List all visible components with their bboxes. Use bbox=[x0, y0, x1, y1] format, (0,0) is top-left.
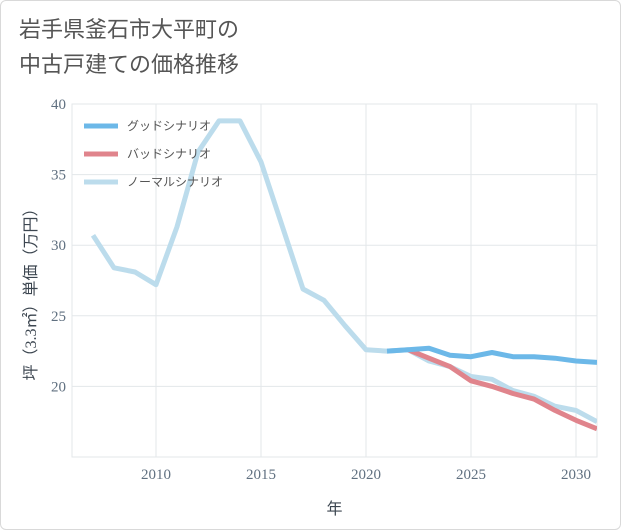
legend-label-good: グッドシナリオ bbox=[127, 119, 211, 133]
y-axis-label: 坪（3.3㎡）単価（万円） bbox=[22, 200, 40, 380]
chart-title-line2: 中古戸建ての価格推移 bbox=[19, 53, 240, 78]
legend-label-normal: ノーマルシナリオ bbox=[127, 175, 223, 189]
x-tick-label: 2030 bbox=[561, 467, 591, 483]
x-tick-label: 2015 bbox=[246, 467, 276, 483]
y-tick-label: 40 bbox=[51, 97, 66, 113]
x-tick-label: 2025 bbox=[456, 467, 486, 483]
series-line-bad bbox=[407, 347, 597, 432]
x-tick-label: 2020 bbox=[351, 467, 381, 483]
y-tick-label: 20 bbox=[51, 379, 66, 395]
series-line-normal bbox=[90, 118, 597, 424]
series-layer bbox=[90, 118, 597, 432]
series-line-good bbox=[386, 345, 597, 365]
chart-title-line1: 岩手県釜石市大平町の bbox=[19, 18, 240, 43]
y-tick-label: 30 bbox=[51, 238, 66, 254]
x-axis-label: 年 bbox=[326, 500, 342, 518]
legend-label-bad: バッドシナリオ bbox=[127, 147, 211, 161]
y-tick-label: 35 bbox=[51, 168, 66, 184]
x-tick-label: 2010 bbox=[141, 467, 171, 483]
chart-title: 岩手県釜石市大平町の 中古戸建ての価格推移 bbox=[19, 13, 319, 83]
y-tick-label: 25 bbox=[51, 309, 66, 325]
